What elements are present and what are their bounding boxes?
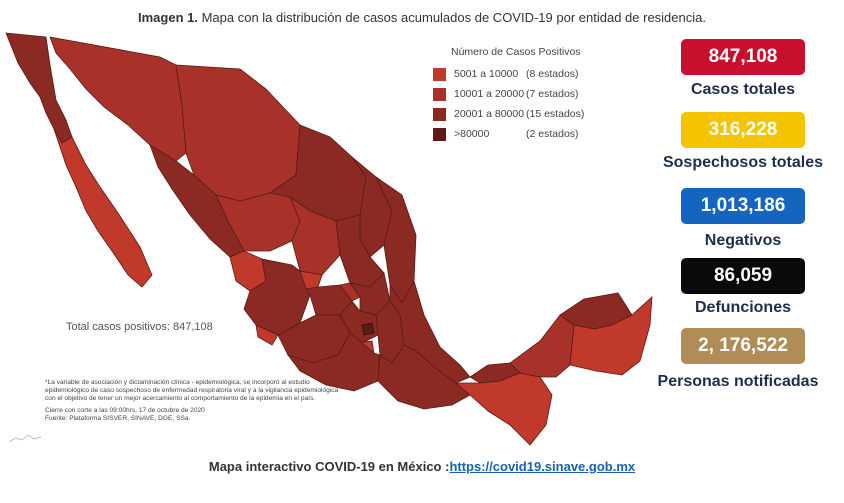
- total-cases-box: 847,108: [681, 39, 805, 75]
- negatives-box: 1,013,186: [681, 188, 805, 224]
- footnote: *La variable de asociación y dictaminaci…: [45, 379, 375, 423]
- legend-count: (15 estados): [526, 108, 585, 120]
- figure-title-label: Imagen 1.: [138, 10, 198, 25]
- total-cases-value: 847,108: [708, 46, 778, 67]
- state-cdmx: [361, 322, 375, 336]
- legend-count: (8 estados): [526, 68, 579, 80]
- legend-item: 5001 a 10000 (8 estados): [433, 64, 584, 84]
- total-cases-label: Casos totales: [690, 81, 796, 98]
- notified-value: 2, 176,522: [698, 335, 788, 356]
- interactive-map-link[interactable]: https://covid19.sinave.gob.mx: [449, 459, 636, 474]
- notified-box: 2, 176,522: [681, 328, 805, 364]
- legend-item: >80000 (2 estados): [433, 124, 584, 144]
- suspected-label: Sospechosos totales: [662, 154, 824, 171]
- state-baja-california-sur: [53, 128, 153, 288]
- legend-swatch: [433, 67, 446, 81]
- state-guerrero: [286, 332, 381, 392]
- footer-text: Mapa interactivo COVID-19 en México :: [208, 459, 450, 474]
- mexico-map: [5, 32, 653, 446]
- legend-range: 5001 a 10000: [454, 68, 519, 80]
- cutoff-note: Cierre con corte a las 09:00hrs, 17 de o…: [45, 407, 205, 414]
- map-total-cases: Total casos positivos: 847,108: [66, 321, 213, 333]
- deaths-label: Defunciones: [694, 299, 791, 316]
- legend-swatch: [433, 87, 446, 101]
- figure-title-text: Mapa con la distribución de casos acumul…: [197, 10, 706, 25]
- legend-count: (2 estados): [526, 128, 579, 140]
- footnote-line: epidemiológico de caso sospechoso de enf…: [45, 387, 339, 394]
- legend-item: 10001 a 20000 (7 estados): [433, 84, 584, 104]
- negatives-value: 1,013,186: [700, 195, 786, 216]
- legend-range: >80000: [454, 128, 490, 140]
- decorative-line-icon: [8, 434, 42, 443]
- legend-swatch: [433, 127, 446, 141]
- state-quintana-roo: [569, 296, 653, 376]
- legend-range: 20001 a 80000: [454, 108, 525, 120]
- source-note: Fuente: Plataforma SISVER, SINAVE, DGE, …: [45, 415, 191, 422]
- footnote-line: *La variable de asociación y dictaminaci…: [45, 379, 310, 386]
- figure-title: Imagen 1. Mapa con la distribución de ca…: [0, 10, 844, 25]
- legend-title: Número de Casos Positivos: [451, 46, 581, 58]
- notified-label: Personas notificadas: [657, 373, 819, 390]
- legend-item: 20001 a 80000 (15 estados): [433, 104, 584, 124]
- suspected-box: 316,228: [681, 112, 805, 148]
- state-veracruz: [389, 279, 471, 384]
- negatives-label: Negativos: [704, 232, 782, 249]
- legend-count: (7 estados): [526, 88, 579, 100]
- map-legend: Número de Casos Positivos 5001 a 10000 (…: [433, 46, 584, 144]
- legend-swatch: [433, 107, 446, 121]
- state-chiapas: [454, 372, 553, 446]
- footnote-line: con el objetivo de tener un mejor acerca…: [45, 395, 316, 402]
- suspected-value: 316,228: [708, 119, 778, 140]
- state-campeche: [509, 314, 575, 378]
- deaths-value: 86,059: [713, 265, 773, 286]
- state-colima: [255, 324, 279, 346]
- legend-range: 10001 a 20000: [454, 88, 525, 100]
- state-oaxaca: [377, 344, 471, 410]
- deaths-box: 86,059: [681, 258, 805, 294]
- interactive-map-footer: Mapa interactivo COVID-19 en México :htt…: [0, 459, 844, 474]
